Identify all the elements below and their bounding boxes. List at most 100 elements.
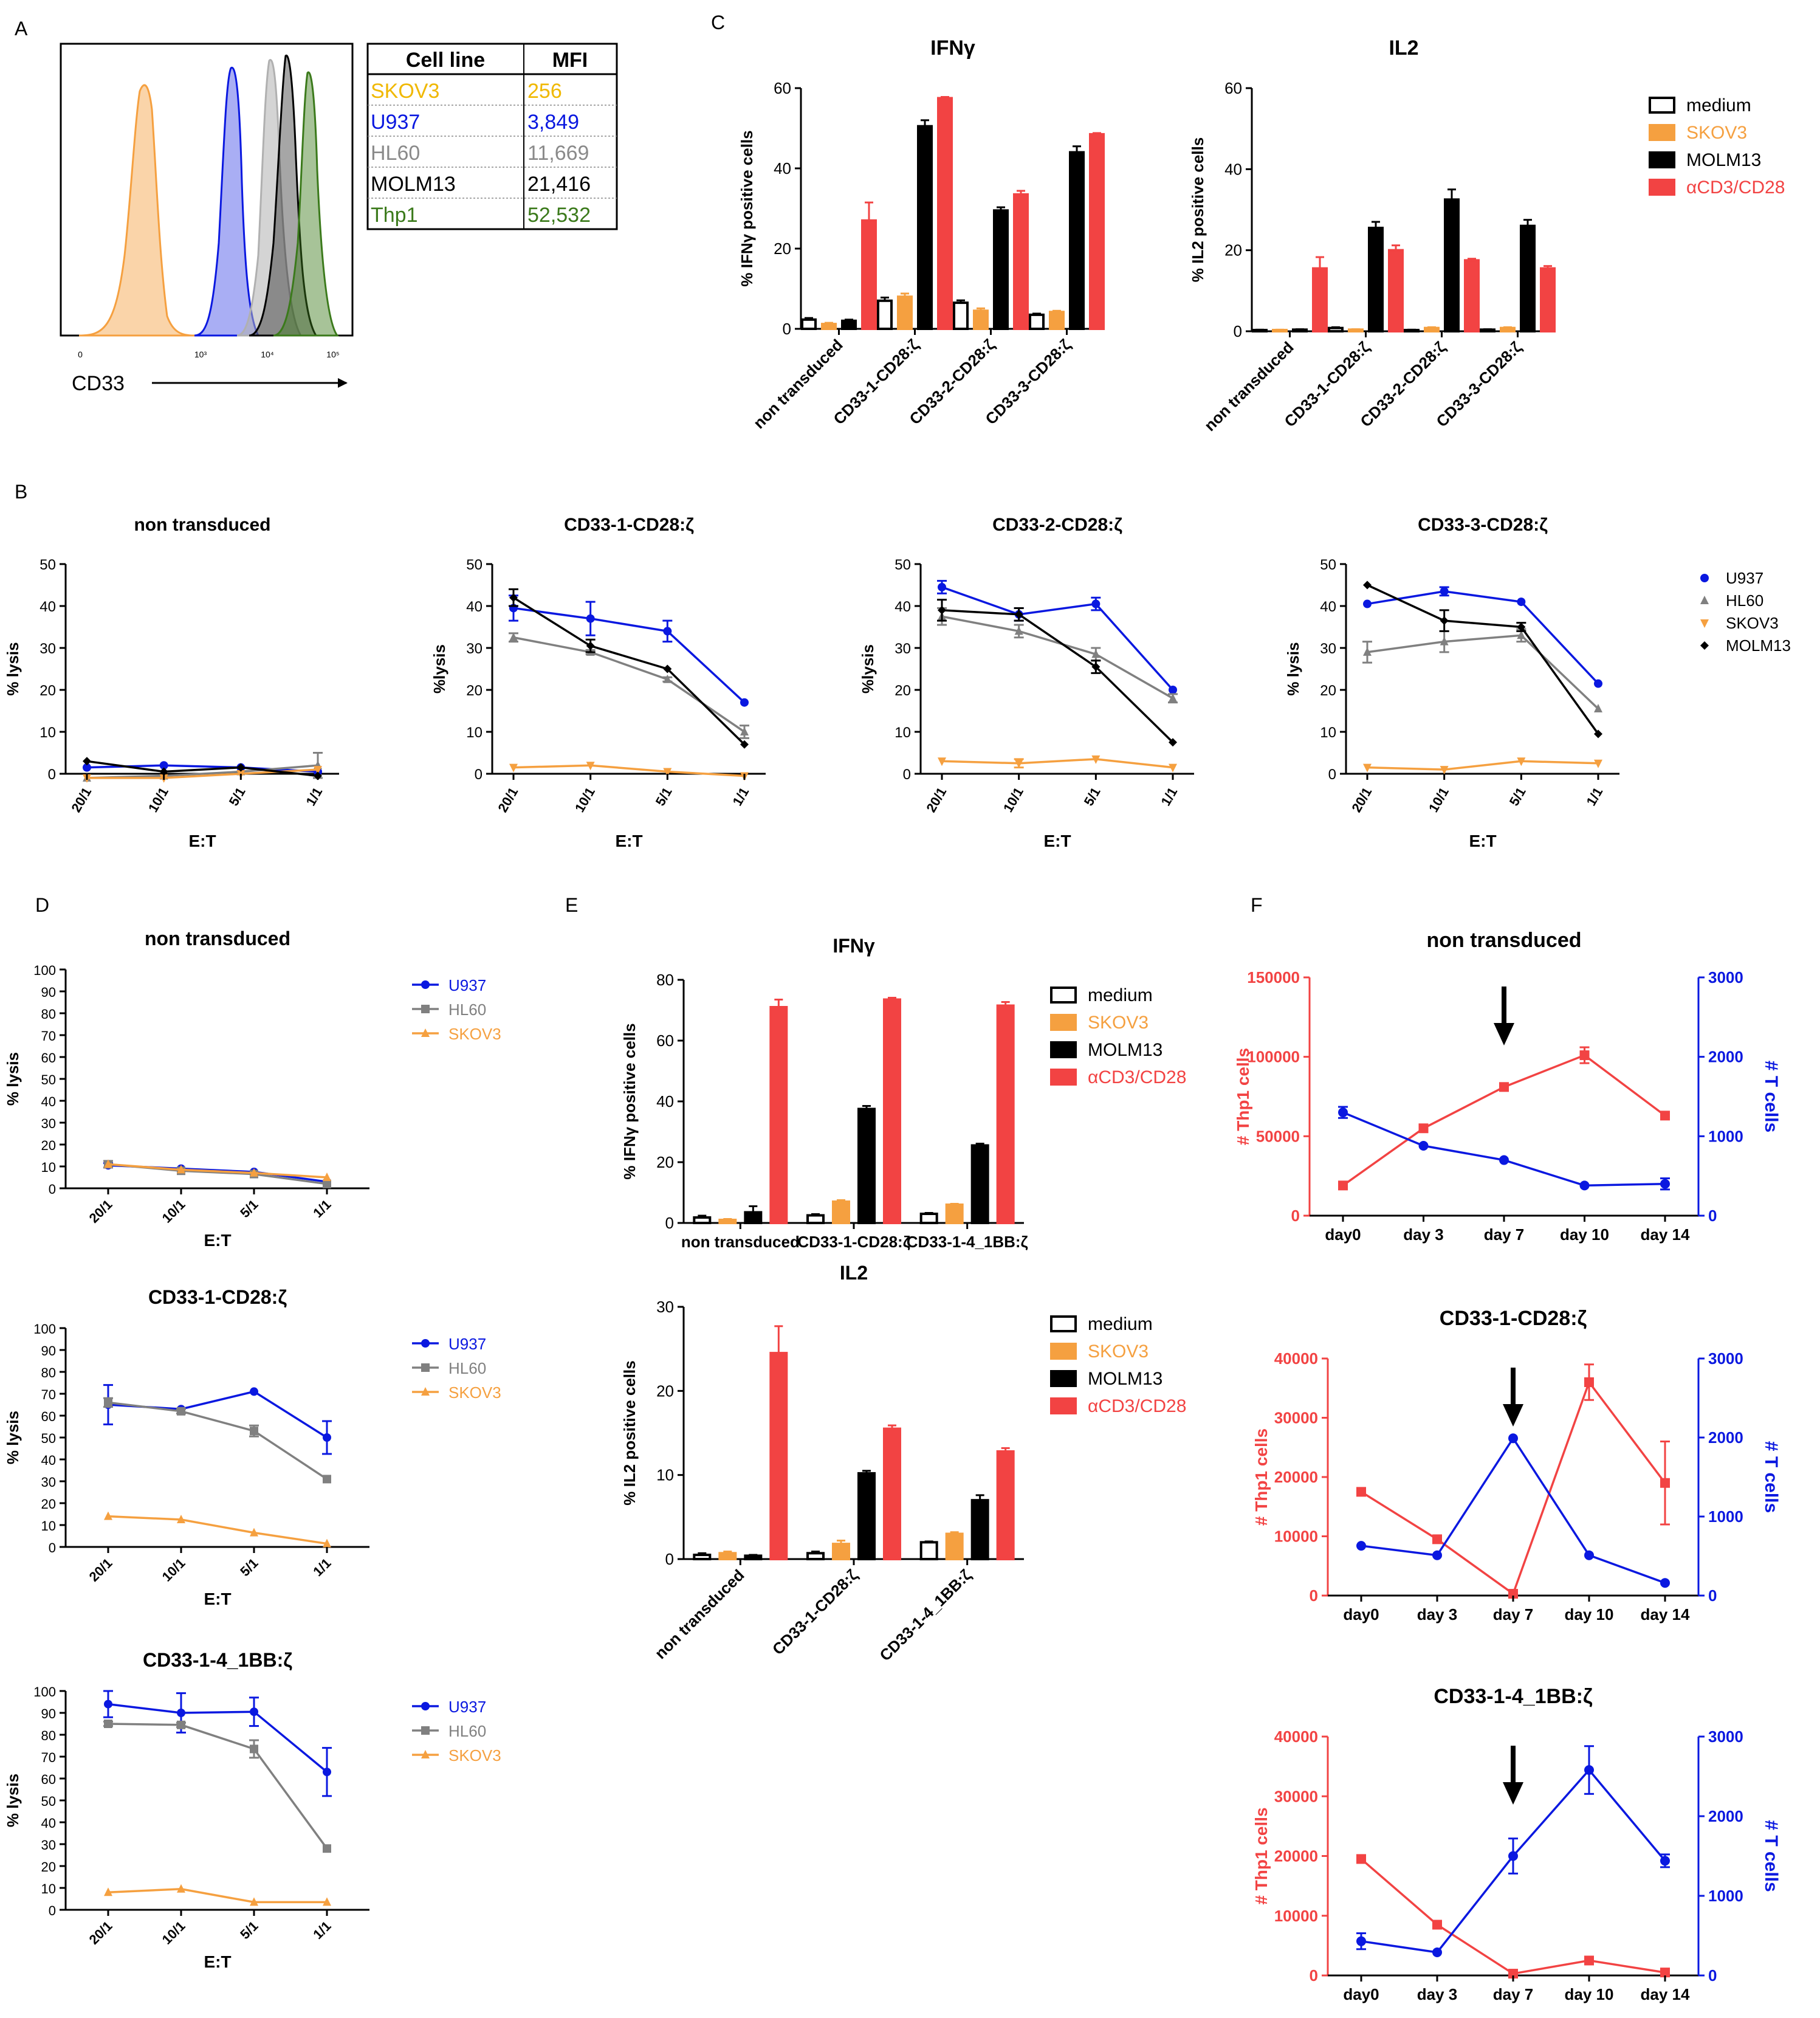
bar <box>857 1107 876 1224</box>
data-point <box>421 1363 430 1372</box>
panel-letter-c: C <box>711 12 725 33</box>
x-tick-label: day0 <box>1325 1225 1361 1244</box>
data-point <box>1517 630 1526 639</box>
chart-D2: CD33-1-CD28:ζ 0 10 20 30 40 50 60 70 80 90 100 % lys… <box>4 1286 501 1608</box>
legend-swatch <box>1050 1014 1077 1031</box>
series-line <box>1367 584 1599 735</box>
histogram-tick-labels: 0 10³ 10⁴ 10⁵ <box>78 350 340 359</box>
data-point <box>663 768 672 777</box>
y2-tick-label: 2000 <box>1708 1807 1743 1825</box>
y-tick-label: 40 <box>41 1816 56 1831</box>
table-cell-mfi: 3,849 <box>527 111 579 134</box>
legend-swatch <box>1649 124 1675 141</box>
bar <box>919 1541 938 1560</box>
data-point <box>1418 1123 1429 1134</box>
y-axis-label: # Thp1 cells <box>1252 1428 1271 1526</box>
data-point <box>421 1005 430 1013</box>
series-line <box>513 596 746 745</box>
legend-label: αCD3/CD28 <box>1088 1067 1186 1087</box>
bar <box>832 1543 850 1561</box>
x-axis-label: E:T <box>204 1589 231 1608</box>
y-axis-label: % lysis <box>4 1411 22 1464</box>
histogram-hl60 <box>236 59 303 337</box>
histogram-axis-label: CD33 <box>72 372 125 395</box>
x-tick-label: day 10 <box>1565 1605 1614 1624</box>
table-header: MFI <box>552 49 588 72</box>
data-point <box>586 762 595 771</box>
data-point <box>323 1433 331 1442</box>
data-point <box>1363 763 1372 773</box>
chart-title: CD33-3-CD28:ζ <box>1418 515 1548 535</box>
bar <box>953 301 969 331</box>
y-tick-label: 10 <box>41 1160 56 1175</box>
y-tick-label: 10 <box>39 725 56 741</box>
x-tick-label: day 10 <box>1565 1985 1614 2003</box>
data-point <box>323 1897 331 1906</box>
chart-title: CD33-1-CD28:ζ <box>1440 1307 1587 1330</box>
y2-tick-label: 0 <box>1708 1966 1717 1985</box>
panel-letter-a: A <box>15 18 28 40</box>
legend-b: U937 HL60 SKOV3 MOLM13 <box>1700 569 1791 655</box>
histogram-thp1 <box>273 71 340 337</box>
data-point <box>250 1897 258 1906</box>
data-point <box>421 980 430 989</box>
legend-label: HL60 <box>448 1000 486 1019</box>
data-point <box>740 740 749 749</box>
table-header: Cell line <box>406 49 485 72</box>
data-point <box>938 582 946 591</box>
data-point <box>1660 1856 1670 1866</box>
legend-label: SKOV3 <box>448 1746 501 1765</box>
y-axis-label: % IL2 positive cells <box>620 1360 639 1505</box>
table-cell-mfi: 11,669 <box>527 142 589 165</box>
data-point <box>509 593 518 602</box>
y2-tick-label: 1000 <box>1708 1507 1743 1526</box>
legend-swatch <box>1649 179 1675 196</box>
chart-title: IFNγ <box>930 36 975 60</box>
bar <box>857 1472 876 1560</box>
data-point <box>938 605 946 615</box>
y-tick-label: 10000 <box>1274 1527 1318 1546</box>
panel-letter-d: D <box>35 894 49 916</box>
y2-tick-label: 2000 <box>1708 1428 1743 1447</box>
y-tick-label: 0 <box>1291 1207 1300 1225</box>
data-point <box>663 674 672 683</box>
table-cell-cell-line: SKOV3 <box>371 80 439 103</box>
series-line <box>108 1515 328 1545</box>
y-tick-label: 0 <box>903 766 911 783</box>
x-axis-label: E:T <box>204 1952 231 1971</box>
legend: U937 HL60 SKOV3 <box>412 976 501 1043</box>
y-tick-label: 30 <box>41 1116 56 1131</box>
legend-label: HL60 <box>448 1722 486 1740</box>
y-axis-label: % IFNγ positive cells <box>738 130 756 286</box>
data-point <box>1660 1578 1670 1588</box>
y-tick-label: 10 <box>41 1518 56 1534</box>
bar <box>996 1450 1015 1561</box>
y2-tick-label: 0 <box>1708 1586 1717 1605</box>
bar <box>945 1532 964 1560</box>
y-tick-label: 100 <box>33 963 56 978</box>
data-point <box>1356 1854 1366 1864</box>
data-point <box>1014 610 1023 619</box>
y-tick-label: 30 <box>41 1475 56 1490</box>
y-tick-label: 40 <box>39 599 56 615</box>
y-tick-label: 30 <box>39 641 56 657</box>
data-point <box>104 1511 112 1520</box>
histogram-tick: 0 <box>78 350 83 359</box>
y-tick-label: 60 <box>41 1772 56 1787</box>
data-point <box>1517 757 1526 766</box>
legend-label: medium <box>1088 1314 1153 1334</box>
data-point <box>1508 1589 1518 1599</box>
x-tick-label: non transduced <box>681 1233 800 1251</box>
y-tick-label: 50 <box>41 1072 56 1087</box>
y-tick-label: 20000 <box>1274 1468 1318 1486</box>
y-axis-label: % IFNγ positive cells <box>620 1023 639 1179</box>
data-point <box>1169 693 1177 702</box>
histogram-tick: 10⁵ <box>326 350 339 359</box>
x-axis-label: E:T <box>204 1231 231 1250</box>
bar <box>769 1006 788 1224</box>
bar <box>1049 311 1065 331</box>
y-tick-label: 60 <box>41 1409 56 1424</box>
series-line <box>108 1401 328 1480</box>
bar <box>993 209 1009 330</box>
